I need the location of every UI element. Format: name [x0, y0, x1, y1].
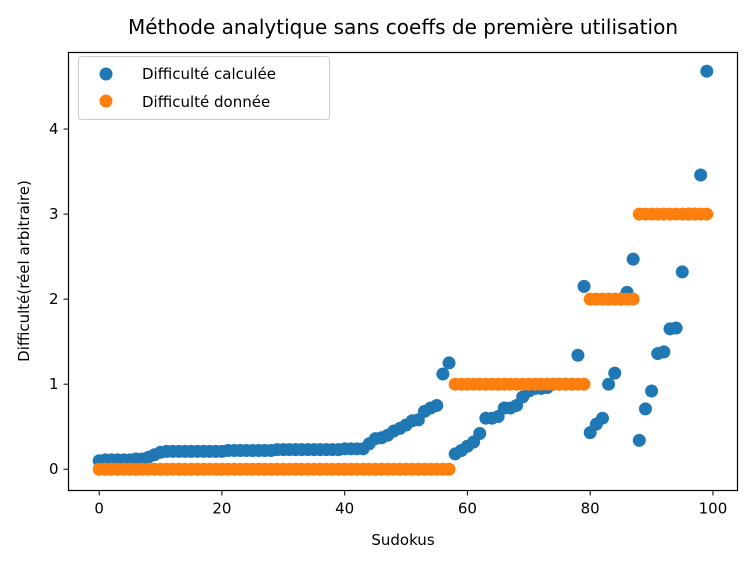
legend-box	[78, 56, 330, 120]
point-donnee	[626, 292, 640, 306]
x-tick-label: 100	[699, 500, 728, 518]
data-points	[92, 64, 714, 476]
point-calculee	[577, 279, 591, 293]
y-tick-label: 3	[49, 205, 59, 223]
point-calculee	[608, 366, 622, 380]
point-donnee	[700, 207, 714, 221]
y-tick-label: 2	[49, 290, 59, 308]
point-calculee	[700, 64, 714, 78]
legend-label-calculee: Difficulté calculée	[142, 65, 276, 83]
point-calculee	[694, 168, 708, 182]
x-tick-label: 80	[581, 500, 600, 518]
point-calculee	[626, 252, 640, 266]
point-calculee	[657, 345, 671, 359]
y-tick-label: 0	[49, 460, 59, 478]
point-calculee	[473, 427, 487, 441]
point-calculee	[595, 411, 609, 425]
x-axis-ticks: 0 20 40 60 80 100	[94, 490, 728, 518]
point-calculee	[632, 433, 646, 447]
x-tick-label: 0	[94, 500, 104, 518]
x-tick-label: 60	[458, 500, 477, 518]
point-calculee	[571, 348, 585, 362]
point-calculee	[645, 384, 659, 398]
x-tick-label: 20	[212, 500, 231, 518]
y-axis-label: Difficulté(réel arbitraire)	[15, 180, 33, 362]
point-calculee	[442, 356, 456, 370]
point-calculee	[436, 367, 450, 381]
point-calculee	[675, 265, 689, 279]
point-calculee	[638, 402, 652, 416]
point-donnee	[577, 377, 591, 391]
legend-label-donnee: Difficulté donnée	[142, 93, 270, 111]
y-axis-ticks: 0 1 2 3 4	[49, 120, 69, 478]
plot-frame	[67, 51, 739, 492]
point-calculee	[430, 398, 444, 412]
legend-marker-donnee	[99, 94, 113, 108]
point-calculee	[669, 321, 683, 335]
point-donnee	[442, 462, 456, 476]
x-axis-label: Sudokus	[371, 531, 434, 549]
point-calculee	[602, 377, 616, 391]
legend: Difficulté calculée Difficulté donnée	[78, 56, 330, 120]
x-tick-label: 40	[335, 500, 354, 518]
legend-marker-calculee	[99, 67, 113, 81]
y-tick-label: 4	[49, 120, 59, 138]
y-tick-label: 1	[49, 375, 59, 393]
chart-title: Méthode analytique sans coeffs de premiè…	[128, 15, 678, 39]
